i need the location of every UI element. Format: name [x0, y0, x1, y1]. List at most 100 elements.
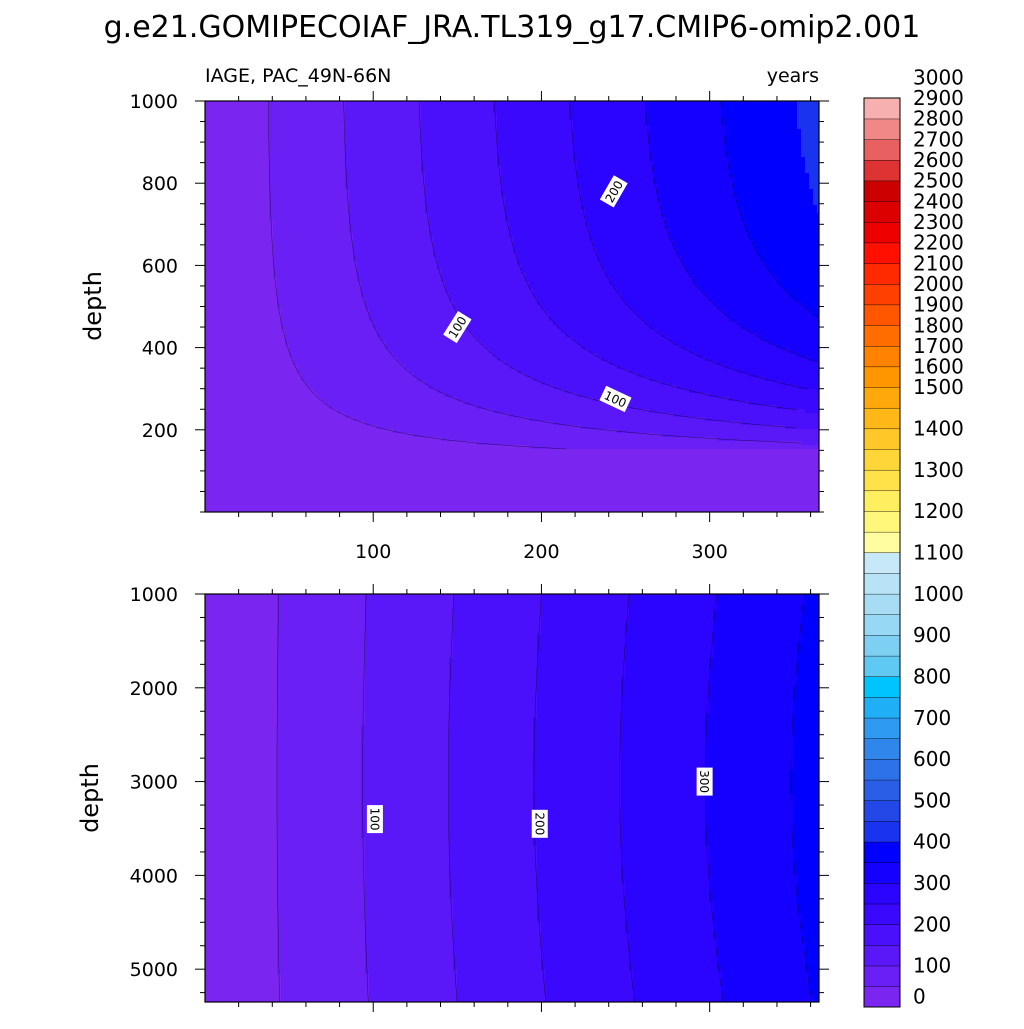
colorbar-swatch [863, 903, 901, 925]
colorbar-label: 2100 [913, 251, 964, 275]
y-tick-label: 800 [142, 173, 178, 195]
colorbar-label: 300 [913, 871, 951, 895]
contour-lines [268, 100, 818, 450]
colorbar-swatch [863, 387, 901, 409]
contour-line [494, 100, 798, 411]
colorbar-label: 700 [913, 706, 951, 730]
lower-contour-panel: 1000 2000 3000 4000 5000 100 200 300 [130, 584, 829, 1012]
colorbar-label: 1300 [913, 458, 964, 482]
colorbar-label: 2400 [913, 189, 964, 213]
contour-line [362, 593, 369, 1003]
colorbar-label: 500 [913, 788, 951, 812]
colorbar-swatch [863, 428, 901, 450]
colorbar-label: 2000 [913, 272, 964, 296]
x-tick-label: 200 [523, 541, 559, 563]
colorbar-swatch [863, 924, 901, 946]
colorbar-swatch [863, 696, 901, 719]
contour-line [790, 593, 813, 1003]
contour-label: 300 [696, 767, 713, 796]
contour-line [448, 593, 458, 1003]
colorbar-swatch [863, 139, 901, 161]
colorbar-swatch [863, 469, 901, 492]
contour-line [418, 100, 797, 429]
colorbar-label: 900 [913, 623, 951, 647]
contour-line [343, 100, 800, 444]
colorbar-swatch [863, 97, 901, 120]
colorbar: 0 100 200 300 400 500 600 700 800 900 1000 1100 1200… [863, 65, 964, 1009]
colorbar-label: 2300 [913, 210, 964, 234]
colorbar-label: 3000 [913, 65, 964, 89]
colorbar-swatch [863, 552, 901, 574]
contour-line [276, 594, 280, 1002]
upper-y-axis-label: depth [79, 271, 107, 341]
colorbar-label: 2200 [913, 231, 964, 255]
contour-label: 200 [531, 809, 548, 838]
contour-label: 100 [443, 310, 472, 344]
y-tick-label: 5000 [130, 959, 178, 981]
colorbar-swatch [863, 159, 901, 182]
contour-line [619, 593, 635, 1003]
colorbar-label: 2900 [913, 86, 964, 110]
colorbar-swatch [863, 325, 901, 347]
colorbar-label: 1500 [913, 375, 964, 399]
colorbar-swatch [863, 531, 901, 553]
lower-y-axis-label: depth [76, 763, 104, 833]
colorbar-swatch [863, 779, 901, 801]
y-tick-label: 1000 [130, 584, 178, 606]
contour-label: 100 [366, 805, 383, 834]
colorbar-swatch [863, 655, 901, 677]
colorbar-label: 2600 [913, 148, 964, 172]
colorbar-swatch [863, 304, 901, 326]
y-tick-label: 400 [142, 338, 178, 360]
colorbar-label: 400 [913, 830, 951, 854]
colorbar-swatch [863, 283, 901, 306]
colorbar-label: 1400 [913, 417, 964, 441]
colorbar-label: 2500 [913, 169, 964, 193]
colorbar-swatch [863, 820, 901, 843]
colorbar-swatch [863, 118, 901, 140]
colorbar-swatch [863, 407, 901, 430]
colorbar-label: 200 [913, 912, 951, 936]
colorbar-swatch [863, 593, 901, 615]
colorbar-swatch [863, 841, 901, 863]
y-tick-label: 600 [142, 255, 178, 277]
page-title: g.e21.GOMIPECOIAF_JRA.TL319_g17.CMIP6-om… [104, 10, 921, 45]
contour-fill [205, 101, 820, 513]
colorbar-label: 1200 [913, 499, 964, 523]
axis-ticks [195, 91, 829, 522]
colorbar-label: 100 [913, 954, 951, 978]
colorbar-swatch [863, 572, 901, 595]
colorbar-swatch [863, 345, 901, 368]
y-tick-label: 3000 [130, 772, 178, 794]
colorbar-swatch [863, 614, 901, 636]
colorbar-swatch [863, 800, 901, 822]
colorbar-label: 1800 [913, 313, 964, 337]
colorbar-swatch [863, 676, 901, 698]
colorbar-swatch [863, 201, 901, 223]
colorbar-label: 2700 [913, 127, 964, 151]
colorbar-label: 1100 [913, 541, 964, 565]
colorbar-label: 1600 [913, 355, 964, 379]
colorbar-swatch [863, 263, 901, 285]
colorbar-swatch [863, 738, 901, 760]
contour-line [268, 100, 567, 450]
colorbar-swatch [863, 366, 901, 388]
y-tick-label: 2000 [130, 678, 178, 700]
colorbar-swatch [863, 221, 901, 244]
colorbar-swatch [863, 862, 901, 884]
colorbar-label: 600 [913, 747, 951, 771]
colorbar-swatch [863, 242, 901, 264]
colorbar-label: 0 [913, 985, 926, 1009]
colorbar-swatch [863, 965, 901, 987]
colorbar-swatch [863, 717, 901, 739]
colorbar-label: 800 [913, 664, 951, 688]
y-tick-label: 200 [142, 420, 178, 442]
plot-frame [204, 593, 820, 1003]
colorbar-swatch [863, 449, 901, 471]
colorbar-label: 1700 [913, 334, 964, 358]
contour-line [644, 100, 818, 363]
colorbar-swatch [863, 490, 901, 512]
contour-line [533, 593, 547, 1003]
colorbar-swatch [863, 882, 901, 905]
